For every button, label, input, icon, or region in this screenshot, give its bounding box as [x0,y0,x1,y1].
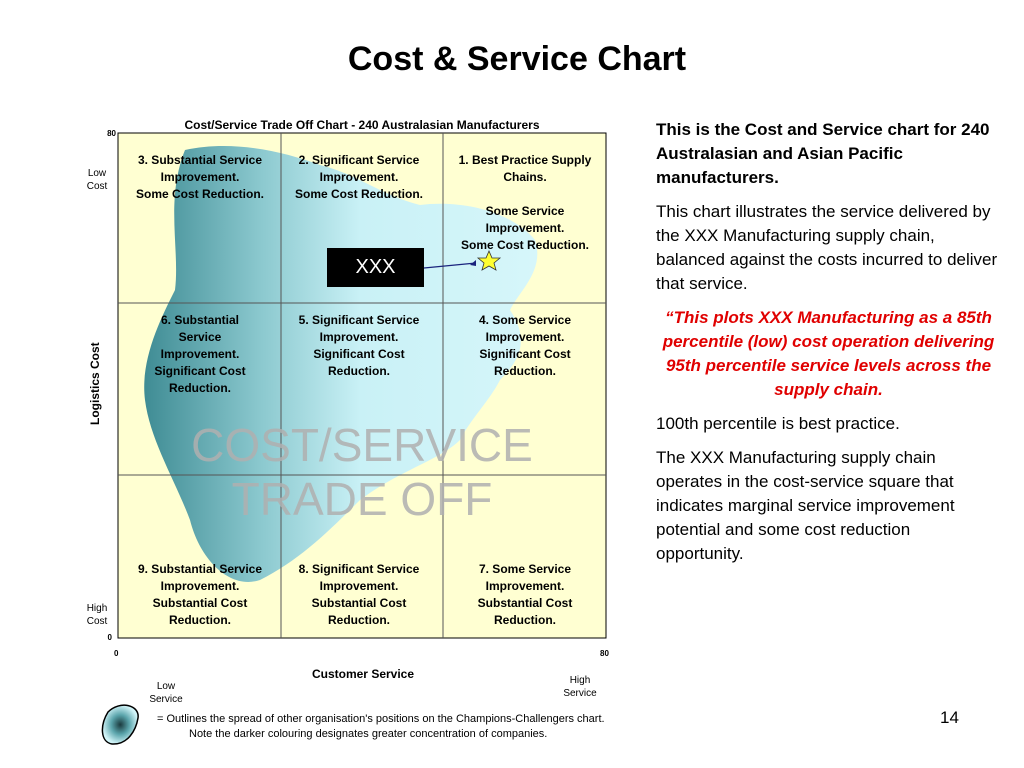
x-axis-label: Customer Service [311,667,415,681]
text-line: 2. Significant Service [298,153,420,167]
text-line: Chains. [503,170,547,184]
text-line: Improvement. [485,330,565,344]
quote: “This plots XXX Manufacturing as a 85th … [662,308,995,399]
text-line: 7. Some Service [478,562,572,576]
slide-title: Cost & Service Chart [347,40,687,78]
text-line: Improvement. [485,579,565,593]
text-line: Improvement. [485,221,565,235]
paragraph: This chart illustrates the service deliv… [656,202,998,293]
quadrant-text: 2. Significant Service Improvement. Some C… [279,152,439,203]
low-cost: Low Cost [77,167,117,193]
text-line: 5. Significant Service [298,313,420,327]
text-line: 4. Some Service [478,313,572,327]
text-line: Low [87,168,107,179]
high-service: High Service [560,674,600,700]
text-line: Some Cost Reduction. [294,187,423,201]
quadrant-text: 5. Significant Service Improvement. Signif… [279,312,439,380]
y-min: 0 [107,633,112,642]
text-line: 3. Substantial Service [137,153,263,167]
text-line: Cost [86,616,108,627]
text-line: Significant Cost [479,347,571,361]
quadrant-text: 8. Significant Service Improvement. Substa… [279,561,439,629]
text-line: Substantial Cost [311,596,407,610]
text-line: 6. Substantial [160,313,240,327]
text-line: 9. Substantial Service [137,562,263,576]
paragraph: This is the Cost and Service chart for 2… [656,120,990,187]
marker-label: XXX [355,256,396,278]
y-axis-label: Logistics Cost [88,342,102,425]
text-line: Reduction. [494,364,556,378]
text-line: Some Cost Reduction. [135,187,264,201]
x-max: 80 [600,649,609,658]
text-line: Some Service [485,204,565,218]
text-line: Reduction. [328,364,390,378]
high-cost: High Cost [77,602,117,628]
text-line: 1. Best Practice Supply [458,153,592,167]
text-line: Reduction. [328,613,390,627]
text-line: 8. Significant Service [298,562,420,576]
description: This is the Cost and Service chart for 2… [656,118,1001,576]
text-line: Cost [86,181,108,192]
text-line: Improvement. [160,579,240,593]
arrow-head [470,260,476,266]
paragraph: The XXX Manufacturing supply chain opera… [656,448,955,563]
text-line: TRADE OFF [231,473,493,525]
text-line: Low [156,681,176,692]
text-line: Significant Cost [313,347,405,361]
text-line: Reduction. [169,381,231,395]
note-line: = Outlines the spread of other organisat… [157,713,605,725]
text-line: Improvement. [319,579,399,593]
text-line: Service [149,694,183,705]
quadrant-text: 6. Substantial Service Improvement. Signifi… [120,312,280,397]
quadrant-text: 3. Substantial Service Improvement. Some C… [120,152,280,203]
quadrant-text: 9. Substantial Service Improvement. Substa… [120,561,280,629]
text-line: Substantial Cost [477,596,573,610]
text-line: High [86,603,108,614]
text-line: Reduction. [494,613,556,627]
y-max: 80 [107,129,116,138]
note-line: Note the darker colouring designates gre… [189,728,548,740]
text-line: Improvement. [319,330,399,344]
page-number: 14 [940,708,959,727]
text-line: Substantial Cost [152,596,248,610]
quadrant-text: 1. Best Practice Supply Chains. Some Servi… [445,152,605,254]
quadrant-text: 7. Some Service Improvement. Substantial C… [445,561,605,629]
marker-box [327,248,424,287]
text-line: High [569,675,591,686]
text-line: Significant Cost [154,364,246,378]
legend-icon [101,704,139,745]
text-line: Improvement. [160,170,240,184]
watermark: COST/SERVICE TRADE OFF [118,418,606,526]
text-line: Improvement. [319,170,399,184]
spread-blob [144,145,538,582]
text-line: Reduction. [169,613,231,627]
paragraph: 100th percentile is best practice. [656,414,900,433]
text-line: Service [563,688,597,699]
chart-title: Cost/Service Trade Off Chart - 240 Austr… [184,118,540,132]
star-marker [476,249,502,271]
text-line: COST/SERVICE [191,419,533,471]
low-service: Low Service [146,680,186,706]
quadrant-text: 4. Some Service Improvement. Significant C… [445,312,605,380]
text-line: Some Cost Reduction. [460,238,589,252]
x-min: 0 [114,649,119,658]
marker-arrow [423,262,477,269]
text-line: Service [178,330,222,344]
text-line: Improvement. [160,347,240,361]
quadrant-grid [118,133,606,638]
